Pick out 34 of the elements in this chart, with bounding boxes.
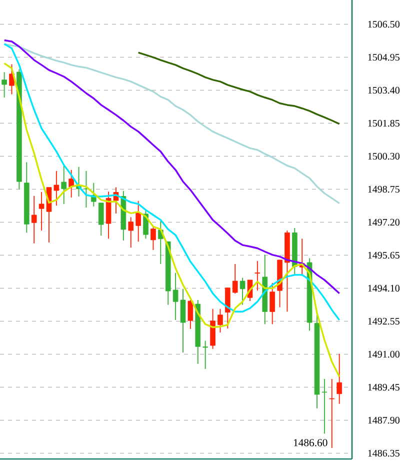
- y-tick-label: 1504.95: [368, 54, 400, 61]
- candlestick: [136, 200, 141, 242]
- y-tick-label: 1506.50: [368, 20, 400, 28]
- y-tick-label: 1500.30: [368, 152, 400, 160]
- candlestick: [202, 340, 208, 370]
- y-tick-label: 1487.90: [368, 416, 400, 424]
- candlestick: [240, 277, 246, 306]
- candlestick: [9, 64, 14, 95]
- candlestick: [188, 299, 194, 330]
- y-tick-label: 1489.45: [368, 384, 400, 391]
- candlestick: [218, 308, 223, 334]
- candlestick: [128, 216, 134, 248]
- candlestick: [270, 282, 275, 325]
- y-tick-label: 1492.55: [368, 318, 400, 325]
- candlestick: [150, 226, 156, 250]
- y-tick-label: 1501.85: [368, 120, 400, 127]
- candlestick: [31, 195, 37, 244]
- y-tick-label: 1497.20: [368, 218, 400, 226]
- y-tick-label: 1495.65: [368, 252, 400, 259]
- line-series: [3, 62, 340, 378]
- candlestick: [232, 264, 238, 294]
- y-tick-label: 1486.35: [368, 450, 400, 457]
- candlestick: [2, 72, 7, 98]
- annotation: 1486.60: [294, 439, 328, 446]
- y-tick-label: 1494.10: [368, 284, 400, 292]
- candlestick: [98, 202, 104, 236]
- candlestick: [336, 353, 342, 404]
- candlestick: [254, 260, 260, 292]
- y-tick-label: 1503.40: [368, 86, 400, 94]
- candlestick: [329, 378, 335, 448]
- candlestick: [84, 170, 89, 208]
- candlestick: [61, 165, 67, 204]
- y-tick-label: 1498.75: [368, 186, 400, 193]
- y-tick-label: 1491.00: [368, 350, 400, 358]
